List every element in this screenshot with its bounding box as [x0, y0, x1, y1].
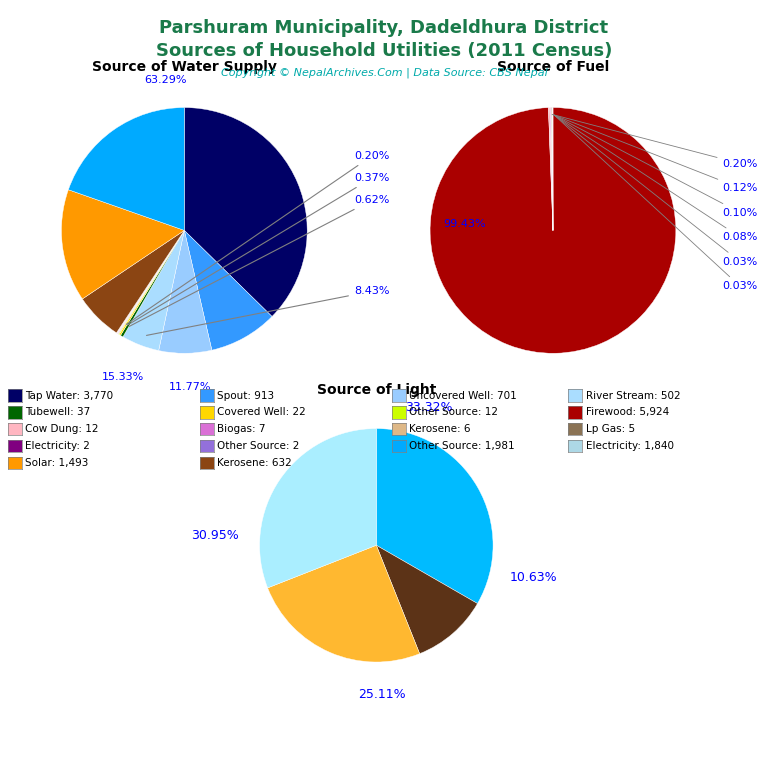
- Text: Other Source: 12: Other Source: 12: [409, 407, 498, 418]
- Text: 0.08%: 0.08%: [554, 115, 758, 242]
- Text: 0.03%: 0.03%: [554, 115, 758, 266]
- Text: 15.33%: 15.33%: [101, 372, 144, 382]
- Wedge shape: [121, 230, 184, 337]
- Text: Solar: 1,493: Solar: 1,493: [25, 458, 89, 468]
- Text: Biogas: 7: Biogas: 7: [217, 424, 266, 435]
- Wedge shape: [430, 108, 676, 353]
- Wedge shape: [117, 230, 184, 333]
- Text: 0.12%: 0.12%: [553, 114, 758, 193]
- Wedge shape: [548, 108, 553, 230]
- Title: Source of Light: Source of Light: [316, 382, 436, 397]
- Text: River Stream: 502: River Stream: 502: [586, 390, 680, 401]
- Wedge shape: [184, 108, 307, 316]
- Wedge shape: [551, 108, 553, 230]
- Text: Spout: 913: Spout: 913: [217, 390, 274, 401]
- Text: Copyright © NepalArchives.Com | Data Source: CBS Nepal: Copyright © NepalArchives.Com | Data Sou…: [220, 68, 548, 78]
- Text: 11.77%: 11.77%: [169, 382, 212, 392]
- Text: Cow Dung: 12: Cow Dung: 12: [25, 424, 99, 435]
- Text: Uncovered Well: 701: Uncovered Well: 701: [409, 390, 517, 401]
- Text: Kerosene: 632: Kerosene: 632: [217, 458, 292, 468]
- Text: Sources of Household Utilities (2011 Census): Sources of Household Utilities (2011 Cen…: [156, 42, 612, 60]
- Wedge shape: [184, 230, 272, 350]
- Wedge shape: [68, 108, 184, 230]
- Wedge shape: [61, 190, 184, 299]
- Wedge shape: [267, 545, 419, 662]
- Text: 0.10%: 0.10%: [554, 115, 758, 217]
- Text: Tap Water: 3,770: Tap Water: 3,770: [25, 390, 114, 401]
- Text: Kerosene: 6: Kerosene: 6: [409, 424, 471, 435]
- Text: Electricity: 1,840: Electricity: 1,840: [586, 441, 674, 452]
- Text: 10.63%: 10.63%: [510, 571, 558, 584]
- Text: 8.43%: 8.43%: [147, 286, 389, 336]
- Wedge shape: [260, 429, 376, 588]
- Text: 63.29%: 63.29%: [144, 75, 187, 85]
- Title: Source of Water Supply: Source of Water Supply: [92, 60, 276, 74]
- Wedge shape: [159, 230, 212, 353]
- Text: Electricity: 2: Electricity: 2: [25, 441, 90, 452]
- Text: Parshuram Municipality, Dadeldhura District: Parshuram Municipality, Dadeldhura Distr…: [160, 19, 608, 37]
- Wedge shape: [376, 429, 493, 604]
- Wedge shape: [82, 230, 184, 333]
- Text: 33.32%: 33.32%: [405, 401, 452, 414]
- Text: Covered Well: 22: Covered Well: 22: [217, 407, 306, 418]
- Wedge shape: [376, 545, 478, 654]
- Text: 0.37%: 0.37%: [127, 174, 389, 325]
- Text: Firewood: 5,924: Firewood: 5,924: [586, 407, 669, 418]
- Text: 30.95%: 30.95%: [191, 529, 239, 542]
- Text: 99.43%: 99.43%: [442, 219, 485, 230]
- Wedge shape: [117, 230, 184, 333]
- Wedge shape: [118, 230, 184, 334]
- Wedge shape: [551, 108, 553, 230]
- Text: Other Source: 2: Other Source: 2: [217, 441, 300, 452]
- Wedge shape: [118, 230, 184, 333]
- Wedge shape: [118, 230, 184, 335]
- Wedge shape: [119, 230, 184, 336]
- Text: Lp Gas: 5: Lp Gas: 5: [586, 424, 635, 435]
- Text: 0.03%: 0.03%: [554, 115, 758, 291]
- Wedge shape: [123, 230, 184, 350]
- Text: Other Source: 1,981: Other Source: 1,981: [409, 441, 515, 452]
- Text: 0.20%: 0.20%: [552, 114, 758, 168]
- Text: Tubewell: 37: Tubewell: 37: [25, 407, 91, 418]
- Wedge shape: [117, 230, 184, 333]
- Text: 25.11%: 25.11%: [359, 688, 406, 701]
- Title: Source of Fuel: Source of Fuel: [497, 60, 609, 74]
- Text: 0.62%: 0.62%: [129, 195, 389, 326]
- Wedge shape: [550, 108, 553, 230]
- Text: 0.20%: 0.20%: [126, 151, 389, 324]
